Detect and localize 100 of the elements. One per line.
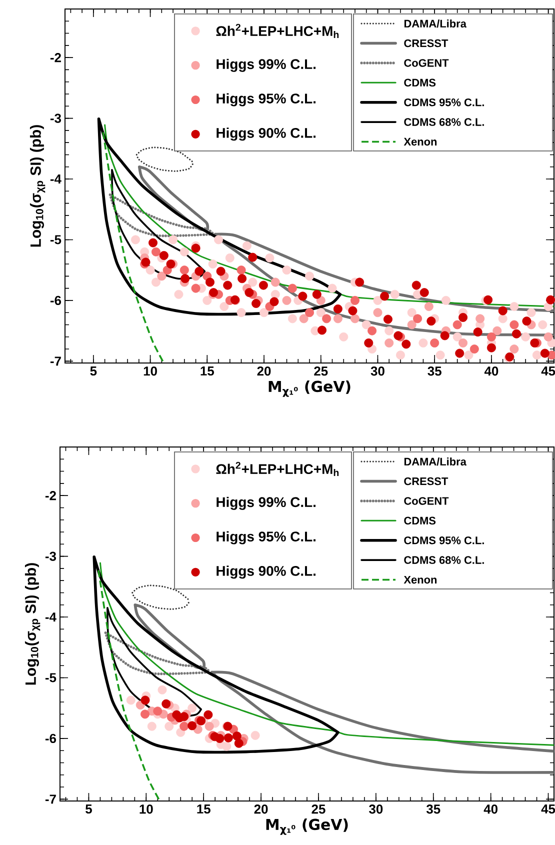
point <box>252 298 261 308</box>
point <box>223 280 232 290</box>
point <box>492 326 502 336</box>
point <box>532 350 542 360</box>
point <box>413 314 422 324</box>
point <box>396 350 405 360</box>
point <box>282 296 292 305</box>
point <box>348 306 358 316</box>
point <box>420 288 429 298</box>
point <box>153 706 162 716</box>
legend-label: CDMS 68% C.L. <box>404 118 484 126</box>
x-tick-label: 20 <box>254 804 268 814</box>
point <box>364 338 374 348</box>
point <box>222 742 232 751</box>
legend-label: CDMS <box>404 78 436 87</box>
point <box>148 238 158 248</box>
legend-label: CDMS <box>404 516 436 525</box>
point <box>234 738 244 748</box>
legend-label: DAMA/Libra <box>404 457 466 466</box>
legend-label: Higgs 95% C.L. <box>216 93 316 106</box>
point <box>214 235 224 244</box>
y-tick-label: -7 <box>45 794 56 804</box>
point <box>546 295 555 304</box>
point <box>470 344 479 354</box>
point <box>299 314 308 324</box>
point <box>131 235 140 244</box>
x-tick-label: 20 <box>257 366 271 376</box>
point <box>258 280 268 290</box>
point <box>384 326 394 336</box>
point <box>205 278 214 287</box>
y-axis-title: Log$_{10}$(σ$_{χp}$ SI) (pb) <box>30 125 46 247</box>
y-tick-label: -7 <box>50 356 61 366</box>
point <box>540 348 550 358</box>
x-tick-label: 10 <box>144 366 157 376</box>
point <box>236 266 246 275</box>
point <box>147 722 156 731</box>
point <box>157 272 166 281</box>
point <box>151 247 160 256</box>
y-axis-title: Log$_{10}$(σ$_{χp}$ SI) (pb) <box>24 563 40 685</box>
point <box>312 290 322 299</box>
x-tick-label: 15 <box>197 804 210 814</box>
point <box>236 308 246 318</box>
point <box>436 350 445 360</box>
point <box>510 344 519 354</box>
point <box>168 235 178 244</box>
point <box>328 284 337 293</box>
point <box>458 312 468 322</box>
point <box>373 296 382 305</box>
point <box>402 340 411 349</box>
point <box>265 253 274 262</box>
point <box>452 320 462 330</box>
y-tick-label: -4 <box>45 612 56 622</box>
point <box>220 302 229 312</box>
legend-label: Ωh$^{2}$+LEP+LHC+M$_{h}$ <box>216 24 339 38</box>
point <box>180 266 189 275</box>
y-tick-label: -3 <box>50 114 62 123</box>
y-tick-label: -6 <box>45 734 56 744</box>
legend-label: Higgs 99% C.L. <box>216 496 316 510</box>
point <box>452 332 462 342</box>
point <box>202 296 212 305</box>
point <box>146 266 155 275</box>
x-tick-label: 40 <box>484 804 498 814</box>
x-tick-label: 5 <box>86 804 92 814</box>
point <box>126 696 136 705</box>
legend-label: DAMA/Libra <box>404 19 466 28</box>
point <box>384 338 394 348</box>
point <box>244 288 254 298</box>
point <box>208 260 218 269</box>
point <box>316 296 326 305</box>
point <box>407 308 416 318</box>
point <box>390 290 400 299</box>
point <box>464 350 474 360</box>
point <box>204 710 213 720</box>
point <box>322 314 332 324</box>
y-tick-label: -3 <box>45 552 56 561</box>
point <box>194 266 204 276</box>
x-tick-label: 45 <box>541 804 555 814</box>
legend-label: CRESST <box>404 39 448 48</box>
point <box>486 332 496 342</box>
y-tick-label: -5 <box>45 673 56 682</box>
point <box>318 326 327 335</box>
legend-label: CoGENT <box>404 59 449 67</box>
point <box>225 253 234 262</box>
point <box>424 302 434 312</box>
x-tick-label: 25 <box>312 804 326 814</box>
point <box>526 308 536 318</box>
legend-label: Xenon <box>404 576 437 584</box>
point <box>288 284 297 293</box>
point <box>204 722 214 731</box>
point <box>333 314 342 324</box>
legend-label: CDMS 95% C.L. <box>404 536 484 544</box>
point <box>441 296 450 305</box>
point <box>140 696 150 705</box>
x-tick-label: 15 <box>200 366 214 376</box>
point <box>538 320 548 330</box>
point <box>455 348 464 358</box>
legend-label: Higgs 90% C.L. <box>216 128 316 141</box>
point <box>521 332 530 342</box>
point <box>426 316 436 326</box>
point <box>355 278 364 287</box>
